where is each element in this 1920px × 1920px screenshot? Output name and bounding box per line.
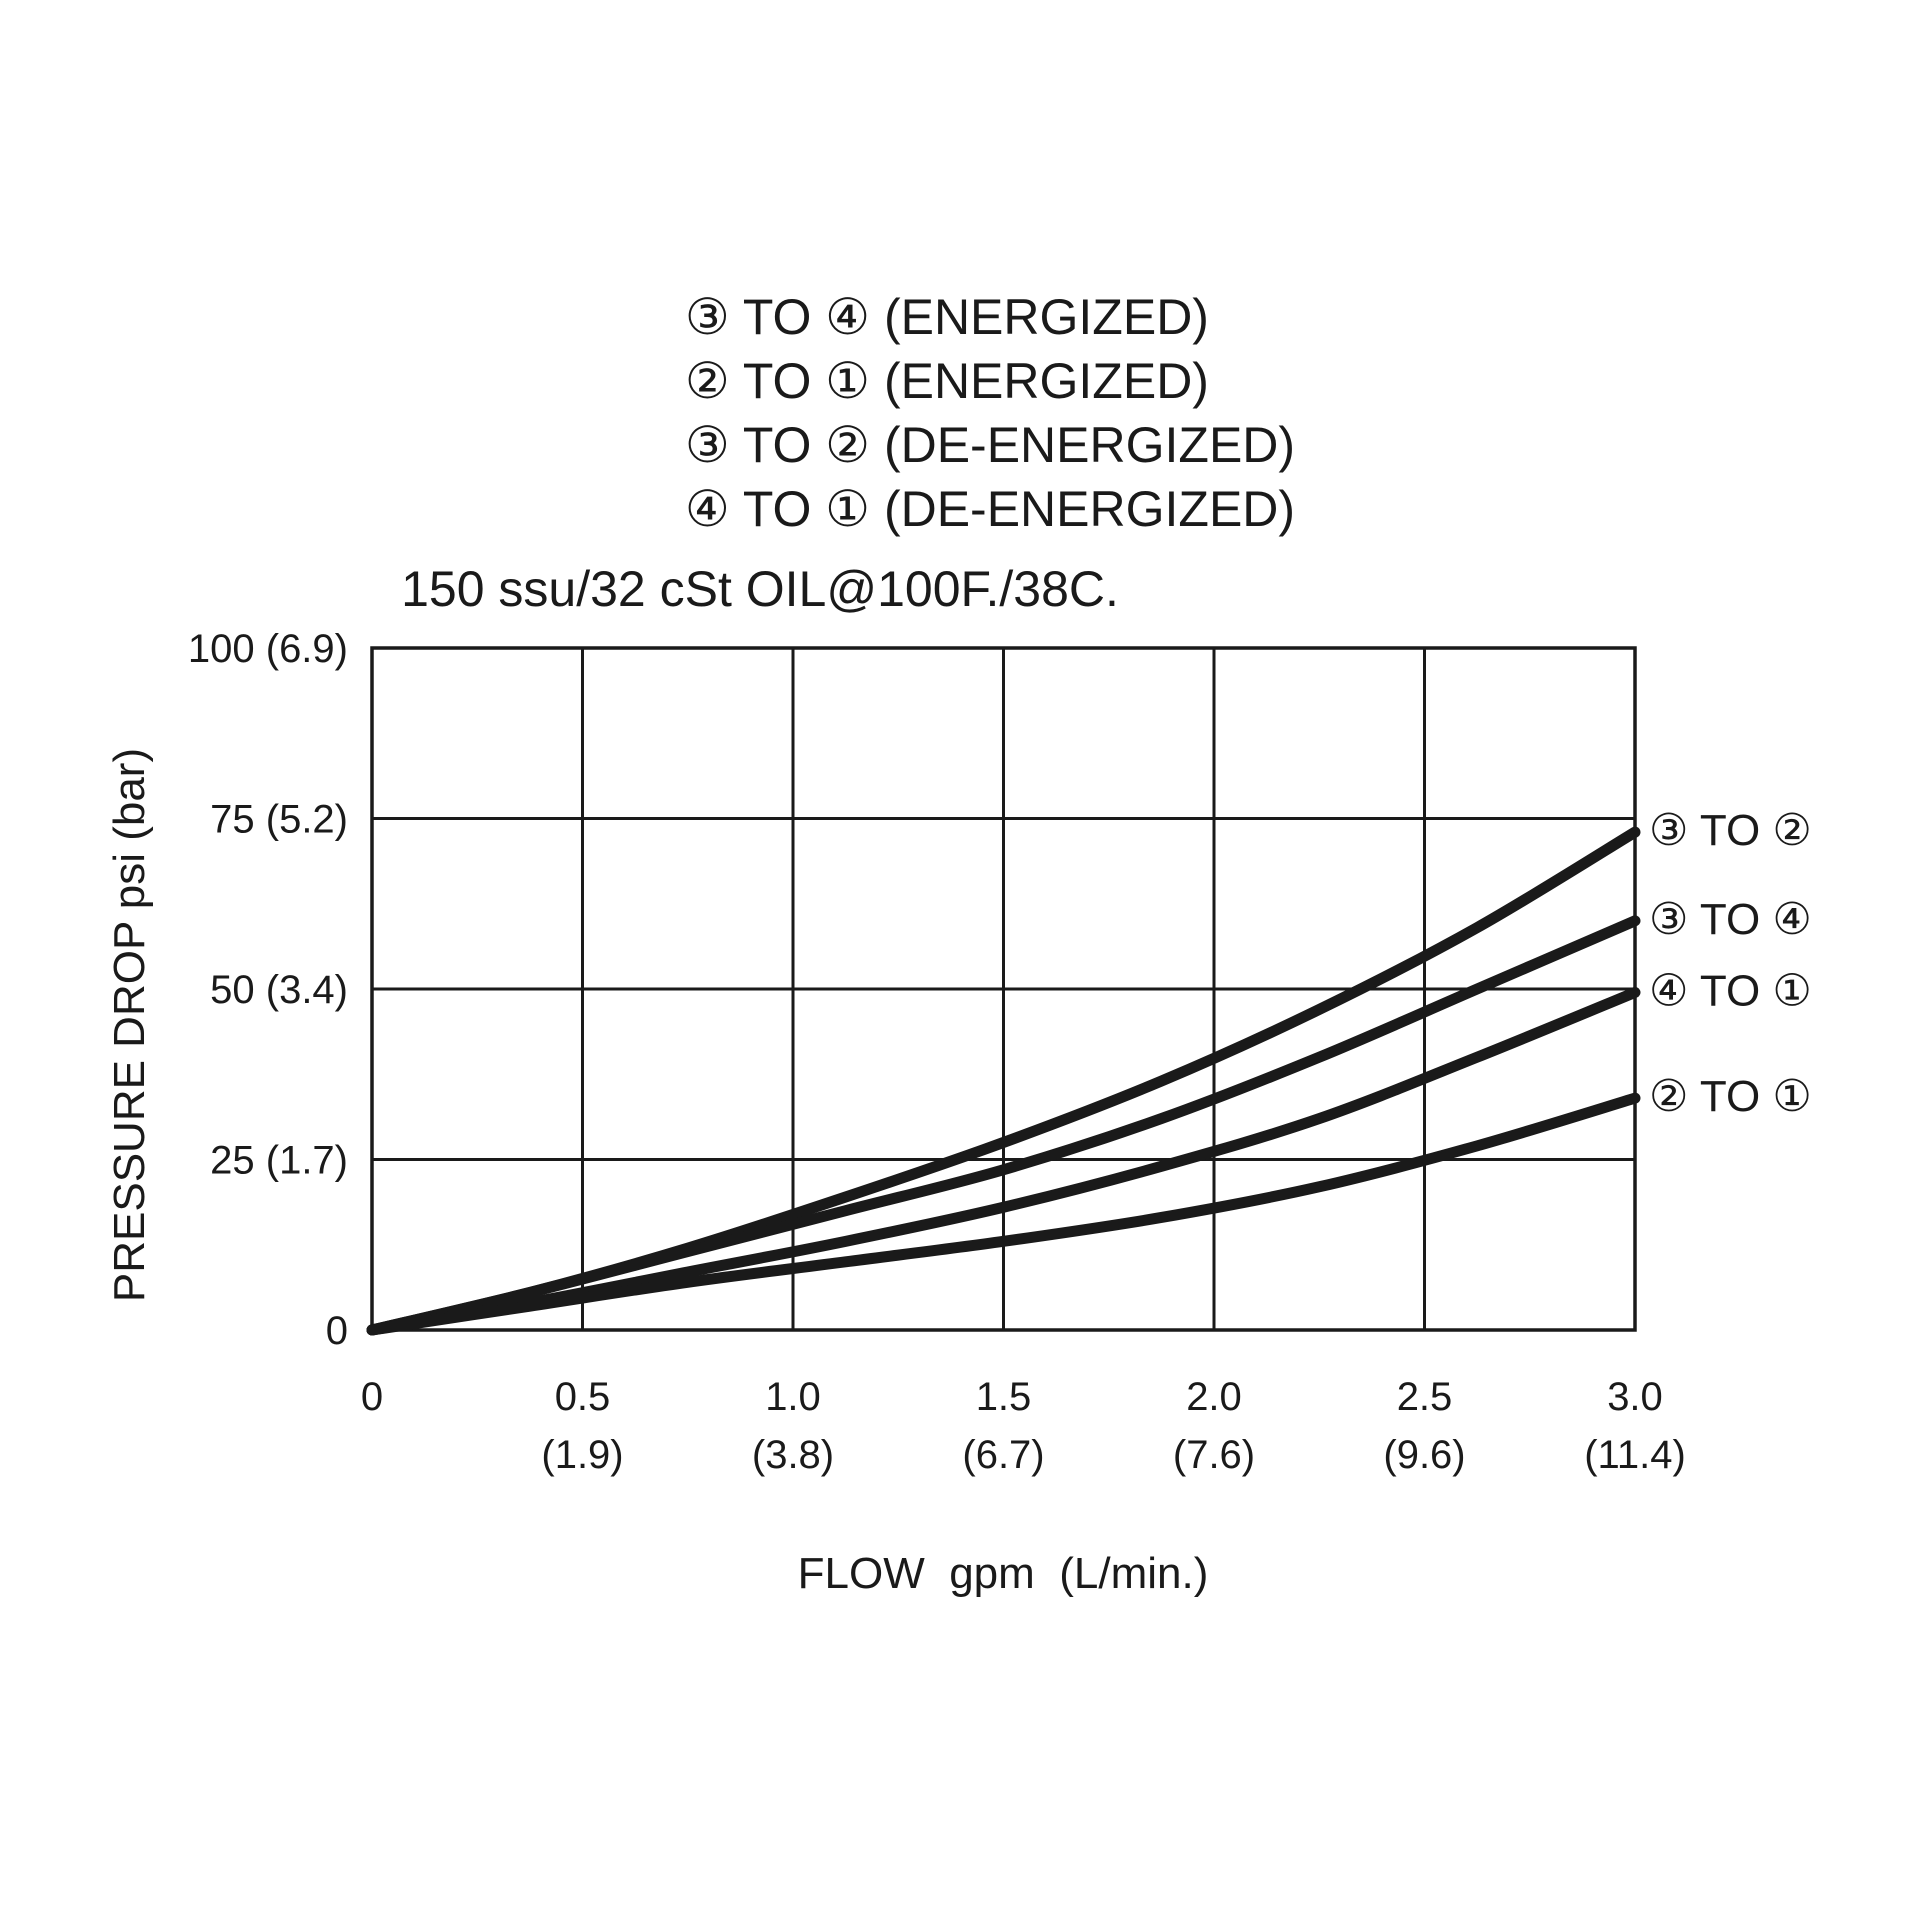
- y-tick-label-3: 75 (5.2): [210, 798, 348, 842]
- series-label-1: ③ TO ④: [1649, 895, 1812, 944]
- x-tick-sublabel-2: (3.8): [752, 1433, 834, 1477]
- x-tick-label-0: 0: [361, 1375, 383, 1419]
- series-lines: [366, 826, 1641, 1336]
- x-tick-sublabel-4: (7.6): [1173, 1433, 1255, 1477]
- x-tick-label-1: 0.5: [555, 1375, 611, 1419]
- series-label-3: ② TO ①: [1649, 1072, 1812, 1121]
- series-line-1: [366, 915, 1641, 1336]
- x-tick-sublabel-6: (11.4): [1584, 1433, 1686, 1477]
- chart-subtitle: 150 ssu/32 cSt OIL@100F./38C.: [401, 561, 1119, 617]
- x-tick-label-5: 2.5: [1397, 1375, 1453, 1419]
- x-tick-label-4: 2.0: [1186, 1375, 1242, 1419]
- x-tick-sublabel-5: (9.6): [1383, 1433, 1465, 1477]
- y-tick-label-0: 0: [326, 1309, 348, 1353]
- title-line-2: ② TO ① (ENERGIZED): [685, 353, 1209, 409]
- series-label-0: ③ TO ②: [1649, 806, 1812, 855]
- x-tick-label-2: 1.0: [765, 1375, 821, 1419]
- grid-lines: [370, 646, 1637, 1332]
- x-axis-ticks: 0 0.5 (1.9) 1.0 (3.8) 1.5 (6.7) 2.0 (7.6) 2.5 (9.6…: [361, 1375, 1686, 1477]
- title-line-3: ③ TO ② (DE-ENERGIZED): [685, 417, 1295, 473]
- title-block: ③ TO ④ (ENERGIZED) ② TO ① (ENERGIZED) ③ …: [401, 289, 1295, 617]
- y-axis-label: PRESSURE DROP psi (bar): [105, 748, 154, 1302]
- series-labels: ③ TO ② ③ TO ④ ④ TO ① ② TO ①: [1649, 806, 1812, 1121]
- title-line-1: ③ TO ④ (ENERGIZED): [685, 289, 1209, 345]
- series-label-2: ④ TO ①: [1649, 966, 1812, 1015]
- x-tick-sublabel-3: (6.7): [962, 1433, 1044, 1477]
- y-tick-label-1: 25 (1.7): [210, 1139, 348, 1183]
- y-tick-label-2: 50 (3.4): [210, 968, 348, 1012]
- x-tick-label-6: 3.0: [1607, 1375, 1663, 1419]
- x-axis-label: FLOW gpm (L/min.): [798, 1549, 1209, 1598]
- y-axis-ticks: 0 25 (1.7) 50 (3.4) 75 (5.2) 100 (6.9): [188, 627, 348, 1353]
- title-line-4: ④ TO ① (DE-ENERGIZED): [685, 481, 1295, 537]
- x-tick-sublabel-1: (1.9): [541, 1433, 623, 1477]
- y-tick-label-4: 100 (6.9): [188, 627, 348, 671]
- series-line-3: [366, 1092, 1641, 1336]
- x-tick-label-3: 1.5: [976, 1375, 1032, 1419]
